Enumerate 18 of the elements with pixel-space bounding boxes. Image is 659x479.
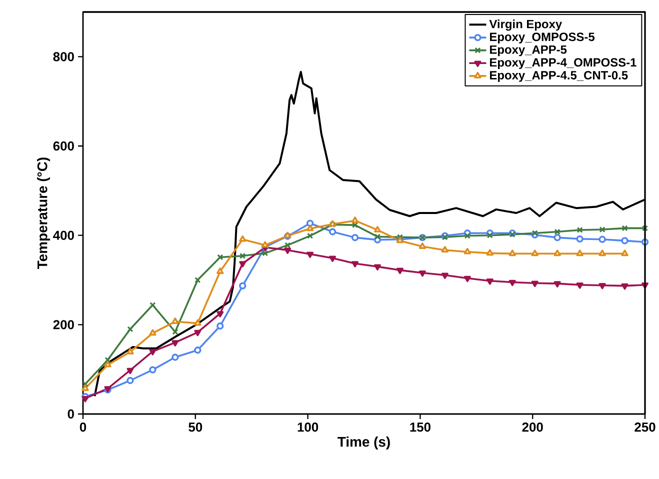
x-tick-label: 100 bbox=[298, 422, 318, 432]
legend-label: Epoxy_APP-5 bbox=[490, 45, 567, 56]
y-tick-label: 0 bbox=[68, 409, 74, 419]
y-tick-label: 400 bbox=[53, 230, 74, 240]
y-tick-label: 600 bbox=[53, 141, 74, 151]
legend-label: Virgin Epoxy bbox=[489, 20, 562, 31]
x-tick-label: 200 bbox=[522, 422, 543, 432]
legend-label: Epoxy_OMPOSS-5 bbox=[490, 32, 595, 44]
legend-label: Epoxy_APP-4_OMPOSS-1 bbox=[490, 58, 636, 70]
legend-label: Epoxy_APP-4.5_CNT-0.5 bbox=[490, 71, 628, 82]
x-tick-label: 250 bbox=[634, 422, 656, 432]
y-axis-title: Temperature (°C) bbox=[37, 158, 50, 269]
x-tick-label: 50 bbox=[188, 422, 202, 432]
x-tick-label: 0 bbox=[80, 422, 86, 432]
y-tick-label: 200 bbox=[53, 320, 74, 330]
x-tick-label: 150 bbox=[410, 422, 430, 432]
x-axis-title: Time (s) bbox=[338, 436, 390, 450]
y-tick-label: 800 bbox=[53, 52, 74, 62]
